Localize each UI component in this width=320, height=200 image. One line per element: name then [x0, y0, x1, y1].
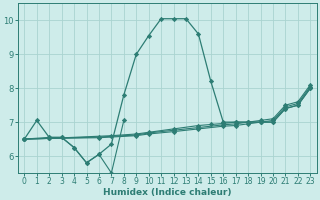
X-axis label: Humidex (Indice chaleur): Humidex (Indice chaleur)	[103, 188, 232, 197]
